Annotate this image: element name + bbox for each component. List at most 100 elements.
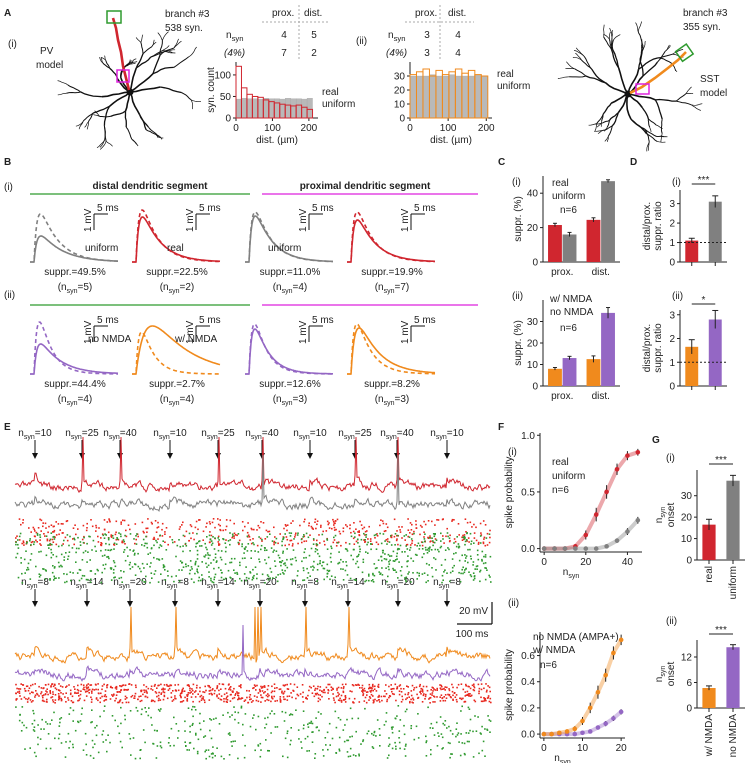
raster-dot [107, 538, 110, 541]
raster-dot [445, 697, 448, 699]
dendrite [152, 55, 161, 74]
raster-dot [261, 690, 264, 692]
x-axis-label: dist. (µm) [256, 135, 298, 146]
raster-dot [22, 519, 24, 521]
dendrite [124, 111, 127, 128]
raster-dot [363, 687, 366, 690]
raster-dot [332, 520, 335, 523]
raster-dot [373, 730, 376, 733]
raster-dot [327, 689, 329, 691]
raster-dot [57, 698, 60, 701]
raster-dot [34, 683, 36, 685]
raster-dot [456, 734, 459, 736]
raster-dot [410, 557, 412, 560]
raster-dot [425, 741, 427, 744]
raster-dot [423, 538, 426, 540]
raster-dot [146, 542, 148, 545]
raster-dot [160, 692, 163, 694]
raster-dot [410, 694, 413, 697]
dendrite [602, 102, 612, 115]
raster-dot [371, 687, 373, 690]
raster-dot [391, 688, 394, 690]
raster-dot [192, 693, 194, 695]
dendrite [613, 34, 621, 41]
raster-dot [144, 581, 146, 583]
raster-dot [217, 537, 219, 539]
dendrite [103, 125, 106, 140]
raster-dot [368, 573, 370, 576]
raster-dot [312, 731, 314, 733]
histogram-bar [306, 98, 313, 119]
raster-dot [460, 572, 462, 575]
raster-dot [258, 561, 261, 563]
raster-dot [354, 536, 356, 538]
raster-dot [292, 689, 294, 692]
raster-dot [156, 558, 158, 560]
raster-dot [201, 578, 204, 580]
raster-dot [21, 706, 24, 708]
raster-dot [433, 557, 435, 559]
raster-dot [158, 697, 160, 700]
label: 4 [455, 48, 461, 59]
raster-dot [489, 720, 492, 722]
raster-dot [130, 754, 132, 756]
raster-dot [51, 683, 53, 685]
raster-dot [217, 697, 220, 699]
label: SST [700, 74, 719, 85]
raster-dot [19, 532, 22, 535]
dendrite [610, 48, 620, 69]
raster-dot [95, 530, 97, 532]
raster-dot [465, 732, 468, 734]
highlighted-branch [629, 51, 687, 95]
raster-dot [441, 748, 443, 750]
subscript: syn [71, 434, 82, 441]
raster-dot [103, 705, 106, 707]
raster-dot [431, 537, 433, 539]
raster-dot [333, 536, 335, 539]
raster-dot [72, 743, 74, 746]
raster-dot [62, 532, 64, 534]
dendrite [594, 130, 603, 132]
raster-dot [339, 532, 342, 535]
raster-dot [372, 581, 375, 583]
raster-dot [334, 522, 336, 525]
x-tick-label: real [704, 566, 715, 583]
raster-dot [157, 526, 160, 528]
raster-dot [157, 581, 160, 583]
raster-dot [194, 572, 196, 575]
raster-dot [119, 691, 122, 693]
raster-dot [129, 533, 132, 535]
raster-dot [371, 543, 373, 545]
raster-dot [173, 716, 175, 719]
raster-dot [361, 687, 363, 689]
dendrite [173, 40, 182, 49]
raster-dot [90, 578, 92, 581]
raster-dot [209, 686, 212, 689]
raster-dot [381, 520, 384, 522]
raster-dot [31, 683, 34, 686]
raster-dot [72, 709, 75, 712]
raster-dot [420, 687, 422, 690]
raster-dot [327, 683, 329, 686]
raster-dot [115, 538, 118, 541]
dendrite [644, 128, 657, 137]
y-tick-label: 3 [669, 199, 675, 210]
raster-dot [466, 540, 468, 542]
subscript: syn [387, 583, 398, 590]
raster-dot [54, 699, 57, 701]
raster-dot [406, 685, 408, 687]
raster-dot [463, 538, 465, 541]
raster-dot [52, 693, 54, 695]
raster-dot [112, 568, 115, 571]
raster-dot [409, 700, 411, 703]
raster-dot [343, 686, 345, 688]
dendrite [588, 122, 598, 126]
raster-dot [410, 529, 413, 531]
y-tick-label: 0 [532, 382, 538, 393]
raster-dot [214, 537, 216, 539]
raster-dot [239, 577, 241, 580]
raster-dot [390, 684, 392, 686]
raster-dot [189, 687, 191, 689]
raster-dot [22, 541, 25, 544]
